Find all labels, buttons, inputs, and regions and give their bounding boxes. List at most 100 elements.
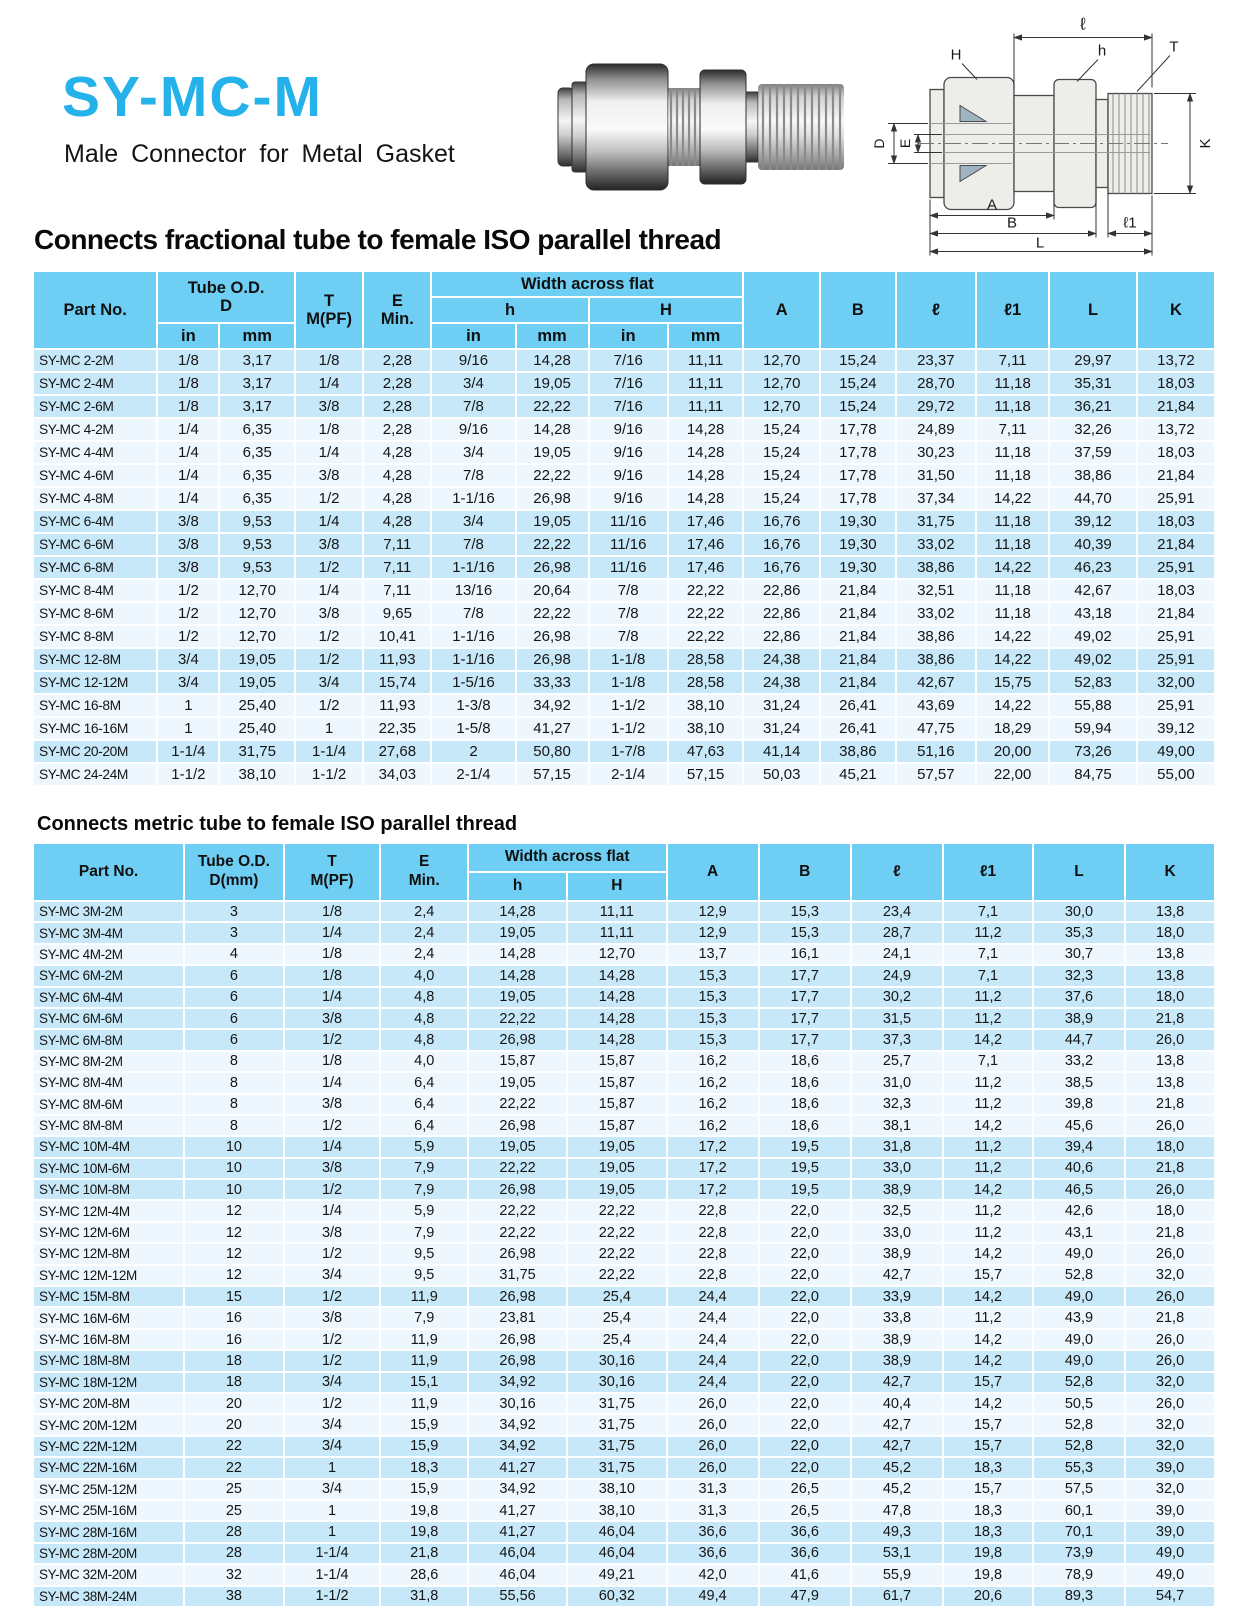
value-cell: 26,98	[514, 647, 590, 672]
value-cell: 21,84	[819, 670, 897, 695]
part-no-cell: SY-MC 12-8M	[31, 647, 159, 672]
value-cell: 21,84	[1135, 463, 1217, 488]
part-no-cell: SY-MC 25M-12M	[31, 1477, 186, 1501]
value-cell: 22,8	[665, 1242, 760, 1266]
value-cell: 14,28	[666, 417, 745, 442]
value-cell: 19,8	[379, 1498, 469, 1523]
value-cell: 13/16	[430, 578, 517, 603]
value-cell: 7,1	[942, 942, 1034, 967]
value-cell: 28	[183, 1520, 285, 1544]
value-cell: 7,11	[975, 417, 1051, 442]
value-cell: 12,70	[218, 578, 296, 603]
value-cell: 31,3	[665, 1498, 760, 1523]
value-cell: 26,0	[1124, 1242, 1216, 1266]
value-cell: 14,2	[942, 1242, 1034, 1266]
dimension-diagram: ℓ h T H D E K A B ℓ1 L	[871, 15, 1214, 256]
value-cell: 25,91	[1135, 624, 1217, 649]
value-cell: 28,70	[894, 371, 978, 396]
table-row: SY-MC 12-8M 3/4 19,05 1/2 11,93 1-1/16 26,98 1-…	[31, 647, 1217, 672]
value-cell: 6,35	[218, 417, 296, 442]
value-cell: 13,8	[1124, 899, 1216, 924]
value-cell: 30,23	[894, 440, 978, 465]
value-cell: 4,8	[379, 985, 469, 1009]
value-cell: 38,9	[849, 1327, 945, 1352]
table-row: SY-MC 8M-4M 8 1/4 6,4 19,05 15,87 16,2 18,6 31,0…	[31, 1071, 1216, 1095]
value-cell: 1/4	[156, 440, 221, 465]
col-header-l: ℓ	[894, 270, 978, 350]
value-cell: 11/16	[587, 509, 669, 534]
value-cell: 14,2	[942, 1349, 1034, 1373]
value-cell: 36,6	[665, 1520, 760, 1544]
value-cell: 25,91	[1135, 555, 1217, 580]
value-cell: 4,0	[379, 1049, 469, 1074]
value-cell: 37,3	[849, 1028, 945, 1052]
value-cell: 37,6	[1031, 985, 1127, 1009]
dim-label-L: L	[1036, 235, 1044, 252]
value-cell: 38,86	[819, 739, 897, 764]
part-no-cell: SY-MC 3M-2M	[31, 899, 186, 924]
value-cell: 33,2	[1031, 1049, 1127, 1074]
value-cell: 45,2	[849, 1477, 945, 1501]
value-cell: 49,0	[1124, 1563, 1216, 1587]
table-row: SY-MC 6M-4M 6 1/4 4,8 19,05 14,28 15,3 17,7 30,2…	[31, 985, 1216, 1009]
value-cell: 26,98	[466, 1113, 569, 1138]
value-cell: 12,70	[218, 601, 296, 626]
value-cell: 31,75	[466, 1263, 569, 1288]
table-row: SY-MC 15M-8M 15 1/2 11,9 26,98 25,4 24,4 22,0 33…	[31, 1285, 1216, 1309]
dim-label-H: H	[951, 47, 962, 64]
value-cell: 46,04	[466, 1541, 569, 1566]
value-cell: 11,18	[975, 509, 1051, 534]
value-cell: 22,86	[742, 601, 822, 626]
value-cell: 21,8	[379, 1541, 469, 1566]
value-cell: 41,27	[466, 1498, 569, 1523]
value-cell: 11,11	[666, 394, 745, 419]
value-cell: 32,26	[1048, 417, 1138, 442]
page-subtitle: Male Connector for Metal Gasket	[64, 140, 455, 168]
col-header-in: in	[430, 322, 517, 350]
value-cell: 2,28	[362, 371, 433, 396]
value-cell: 42,7	[849, 1434, 945, 1459]
table-row: SY-MC 10M-4M 10 1/4 5,9 19,05 19,05 17,2 19,5 31…	[31, 1135, 1216, 1159]
value-cell: 18,0	[1124, 1199, 1216, 1223]
value-cell: 31,75	[566, 1413, 668, 1437]
part-no-cell: SY-MC 6M-6M	[31, 1006, 186, 1031]
value-cell: 73,26	[1048, 739, 1138, 764]
value-cell: 14,22	[975, 555, 1051, 580]
value-cell: 31,8	[379, 1584, 469, 1608]
col-header-thread: T M(PF)	[282, 842, 382, 902]
value-cell: 7/8	[430, 601, 517, 626]
value-cell: 1-1/2	[293, 762, 365, 787]
value-cell: 1/8	[293, 348, 365, 373]
value-cell: 21,84	[819, 578, 897, 603]
dim-label-h: h	[1098, 43, 1106, 60]
value-cell: 38,1	[849, 1113, 945, 1138]
value-cell: 46,04	[566, 1520, 668, 1544]
value-cell: 17,2	[665, 1178, 760, 1202]
value-cell: 22,22	[566, 1220, 668, 1245]
value-cell: 47,63	[666, 739, 745, 764]
value-cell: 55,88	[1048, 693, 1138, 718]
value-cell: 31,75	[566, 1434, 668, 1459]
value-cell: 15,7	[942, 1370, 1034, 1395]
value-cell: 40,6	[1031, 1156, 1127, 1181]
value-cell: 11,18	[975, 394, 1051, 419]
value-cell: 1-1/4	[282, 1563, 382, 1587]
value-cell: 1	[282, 1498, 382, 1523]
value-cell: 14,2	[942, 1178, 1034, 1202]
value-cell: 22,22	[566, 1242, 668, 1266]
value-cell: 18,0	[1124, 1135, 1216, 1159]
value-cell: 1-5/8	[430, 716, 517, 741]
value-cell: 22,22	[566, 1263, 668, 1288]
table-row: SY-MC 6-4M 3/8 9,53 1/4 4,28 3/4 19,05 11/16 17,…	[31, 509, 1217, 534]
table-row: SY-MC 16-8M 1 25,40 1/2 11,93 1-3/8 34,92 1-1/2…	[31, 693, 1217, 718]
value-cell: 49,02	[1048, 647, 1138, 672]
col-header-thread: T M(PF)	[293, 270, 365, 350]
dim-label-t: T	[1169, 39, 1178, 56]
value-cell: 36,6	[665, 1541, 760, 1566]
value-cell: 26,98	[466, 1178, 569, 1202]
section-heading-fractional: Connects fractional tube to female ISO p…	[34, 224, 722, 255]
value-cell: 38,10	[566, 1477, 668, 1501]
value-cell: 22,22	[466, 1006, 569, 1031]
value-cell: 1/2	[156, 624, 221, 649]
table-row: SY-MC 28M-20M 28 1-1/4 21,8 46,04 46,04 36,6 36…	[31, 1541, 1216, 1566]
